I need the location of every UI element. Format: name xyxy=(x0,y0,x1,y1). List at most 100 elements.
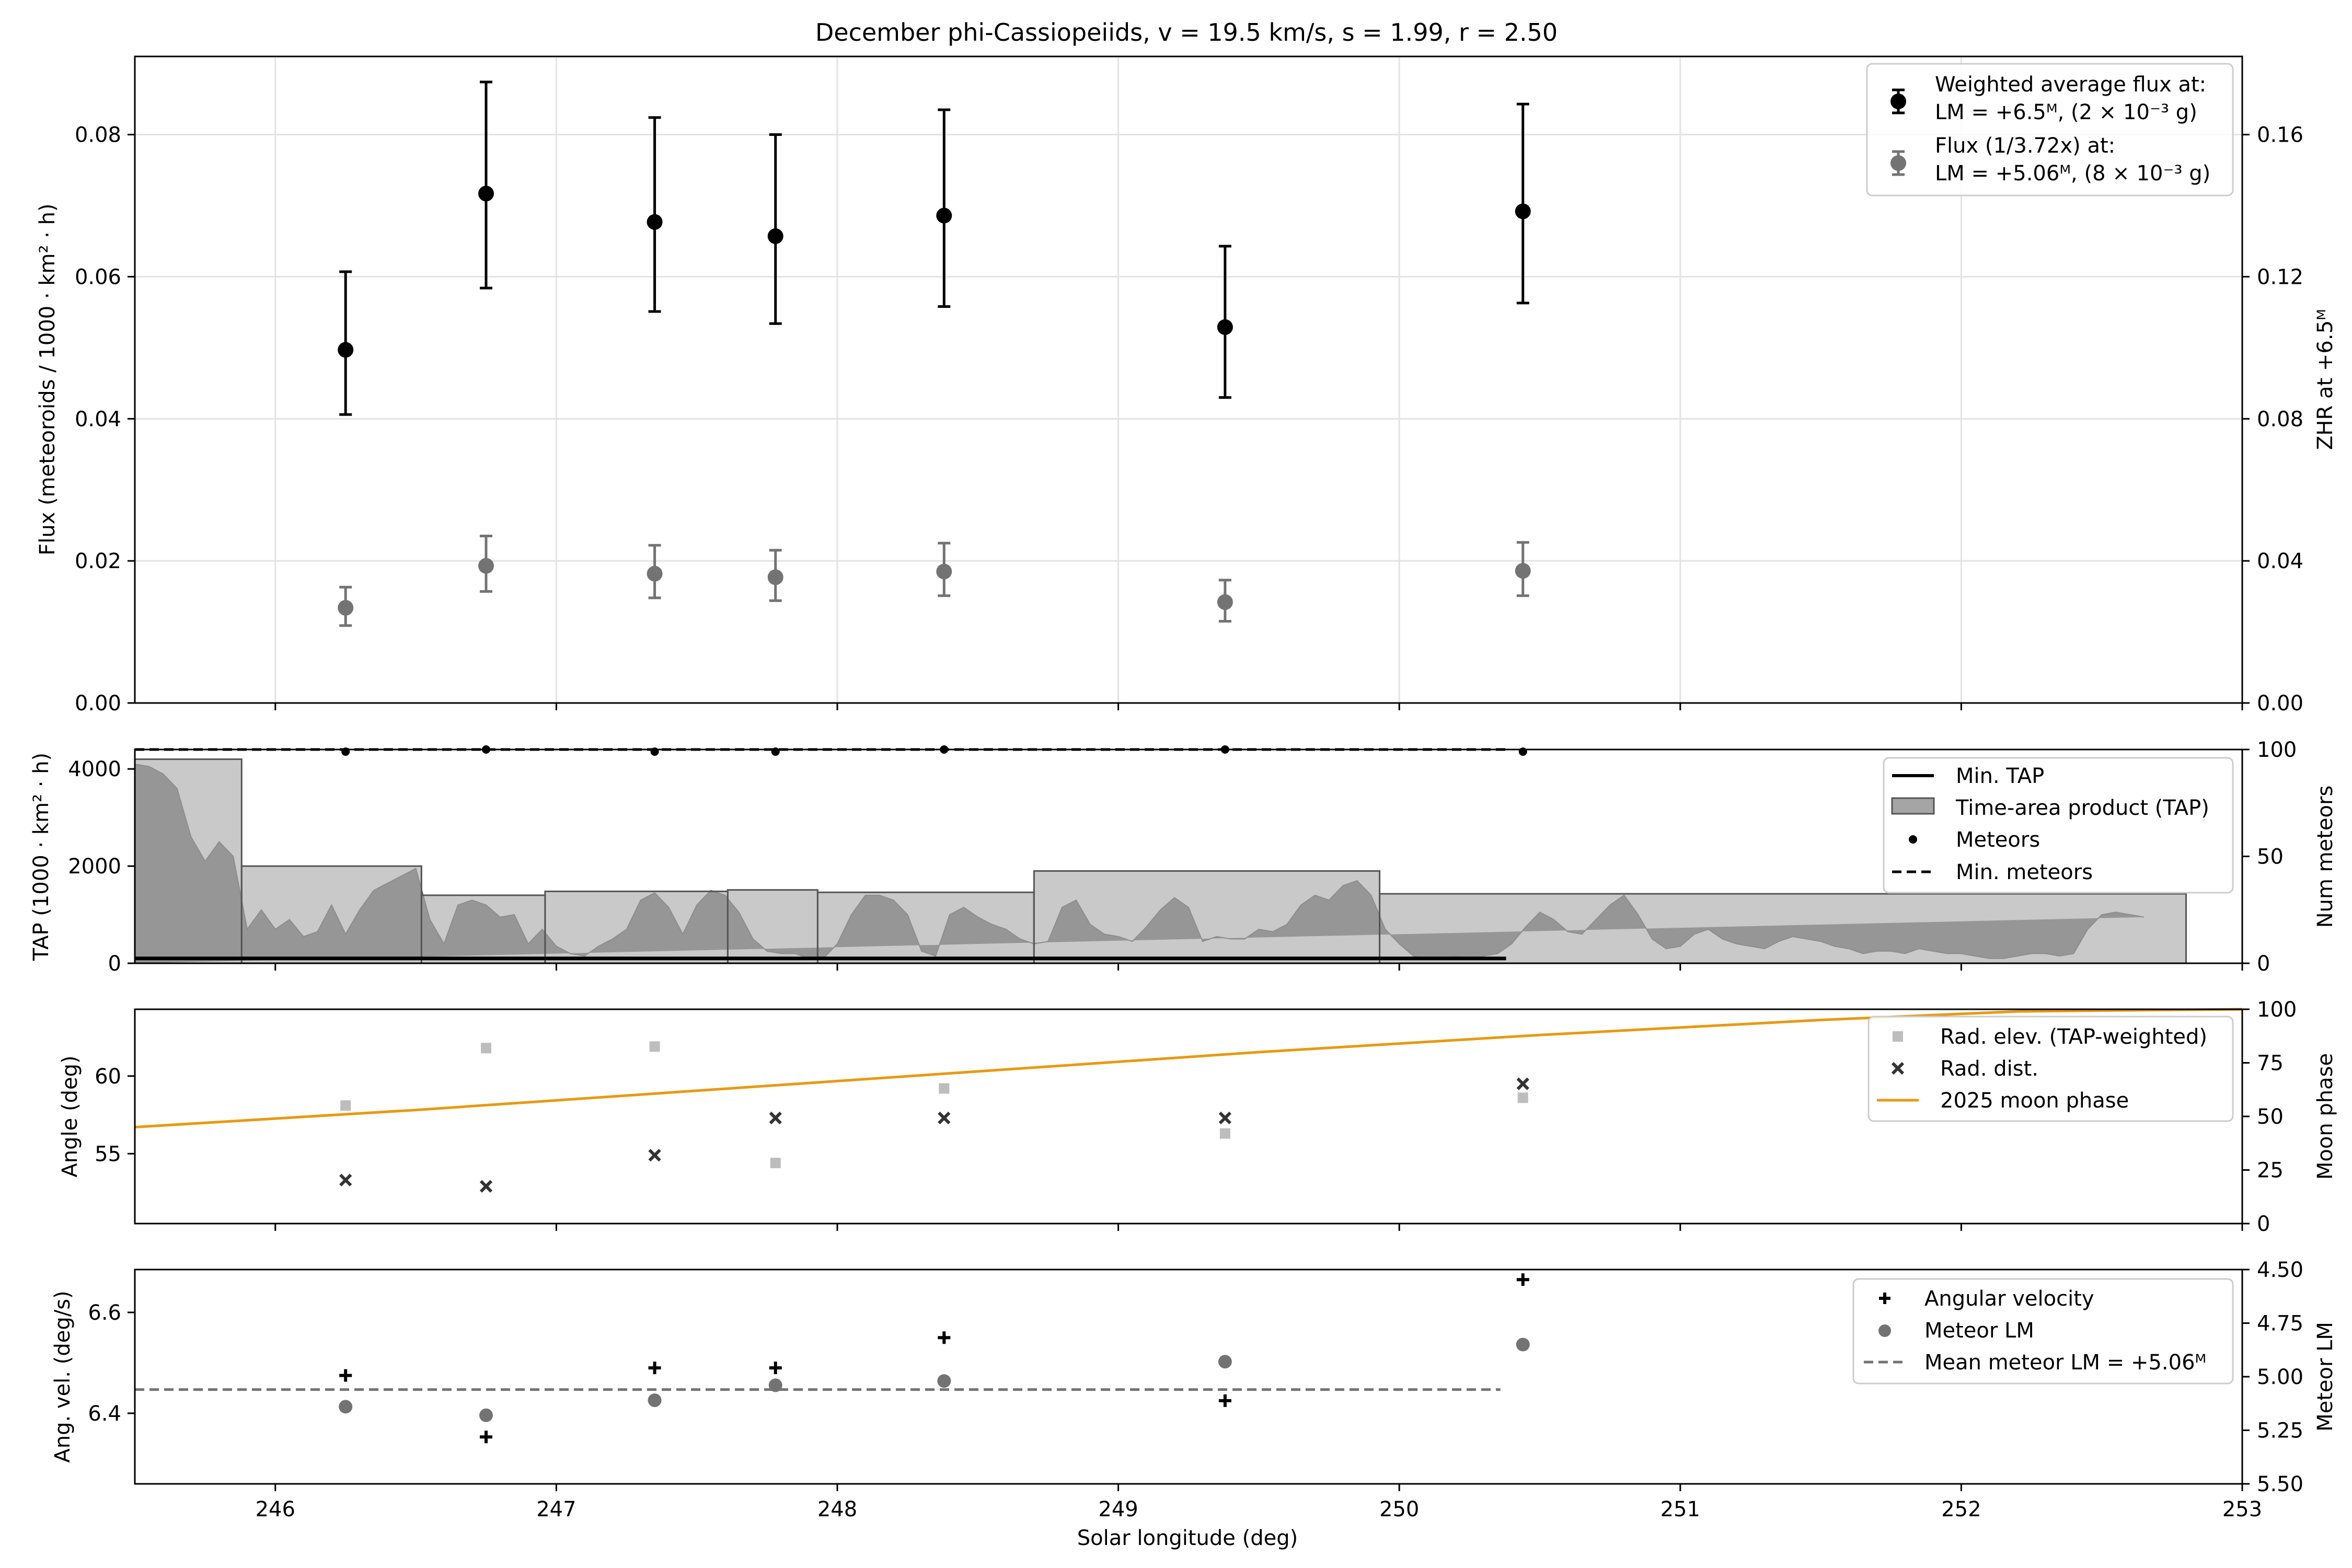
meteors-y2-tick-label: 0 xyxy=(2257,952,2270,976)
zhr-y2-tick-label: 0.16 xyxy=(2257,123,2303,147)
tap-bin xyxy=(727,889,818,964)
zhr-y2-tick-label: 0.12 xyxy=(2257,265,2303,289)
meteor-lm-point xyxy=(339,1400,353,1414)
legend-min-meteors: Min. meteors xyxy=(1956,860,2093,884)
angle-y-tick-label: 60 xyxy=(95,1065,121,1089)
radiant-distance-point xyxy=(479,1180,493,1193)
flux-y-tick-label: 0.04 xyxy=(75,407,121,431)
chart-title: December phi-Cassiopeiids, v = 19.5 km/s… xyxy=(815,18,1558,47)
tap-bin xyxy=(816,891,1035,964)
radiant-elevation-point xyxy=(649,1041,660,1052)
radiant-distance-point xyxy=(1516,1077,1529,1090)
tap-panel: 0 2000 4000 0 50 100 TAP (1000 · km² · h) Nu… xyxy=(29,738,2337,976)
legend-tap: Time-area product (TAP) xyxy=(1955,796,2209,820)
flux-point xyxy=(1515,203,1531,220)
radiant-elevation-point xyxy=(481,1043,491,1054)
scaled-flux-point xyxy=(767,569,783,585)
legend-meteors: Meteors xyxy=(1956,828,2040,852)
zhr-y2-tick-label: 0.04 xyxy=(2257,549,2303,573)
scaled-flux-point xyxy=(478,558,494,574)
meteor-count-point xyxy=(771,747,780,756)
velocity-y-tick-label: 6.6 xyxy=(88,1301,121,1325)
meteor-lm-point xyxy=(1516,1338,1530,1352)
tap-legend: Min. TAP Time-area product (TAP) Meteors… xyxy=(1883,757,2234,894)
x-tick-label: 248 xyxy=(817,1497,857,1521)
flux-point xyxy=(647,214,663,230)
tap-y-tick-label: 2000 xyxy=(68,855,121,879)
flux-y-tick-label: 0.06 xyxy=(75,265,121,289)
legend-meteor-lm: Meteor LM xyxy=(1924,1319,2034,1343)
tap-y-tick-label: 4000 xyxy=(68,757,121,781)
angular-velocity-point xyxy=(1218,1394,1231,1407)
legend-angular-velocity: Angular velocity xyxy=(1924,1287,2094,1311)
angular-velocity-points xyxy=(339,1273,1529,1444)
legend-weighted-flux-line1: Weighted average flux at: xyxy=(1935,73,2206,97)
legend-weighted-flux-line2: LM = +6.5ᴹ, (2 × 10⁻³ g) xyxy=(1935,100,2197,124)
radiant-elevation-points xyxy=(340,1041,1528,1169)
angular-velocity-point xyxy=(339,1369,352,1382)
lm-y2-tick-label: 4.75 xyxy=(2257,1312,2303,1336)
velocity-legend-box xyxy=(1852,1278,2234,1385)
tap-bin xyxy=(134,758,243,964)
legend-weighted-flux-marker xyxy=(1890,88,1906,114)
meteor-lm-point xyxy=(768,1378,782,1392)
x-axis-label: Solar longitude (deg) xyxy=(1077,1526,1298,1550)
angular-velocity-point xyxy=(938,1331,951,1344)
radiant-elevation-point xyxy=(939,1083,950,1094)
x-tick-label: 252 xyxy=(1941,1497,1981,1521)
zhr-y2-tick-label: 0.08 xyxy=(2257,407,2303,431)
meteors-y2-tick-label: 50 xyxy=(2257,845,2284,869)
lm-y2-tick-label: 5.00 xyxy=(2257,1365,2303,1389)
angular-velocity-point xyxy=(1516,1273,1529,1286)
angle-y-tick-label: 55 xyxy=(95,1142,121,1166)
legend-rad-dist-swatch xyxy=(1891,1062,1905,1075)
meteor-lm-points xyxy=(339,1338,1530,1422)
legend-meteor-lm-swatch xyxy=(1878,1324,1891,1337)
x-axis: 246 247 248 249 250 251 252 253 xyxy=(256,703,2262,1521)
moon-y2-tick-label: 75 xyxy=(2257,1052,2284,1076)
moon-phase-line xyxy=(134,1008,2243,1128)
velocity-panel: 6.4 6.6 4.50 4.75 5.00 5.25 5.50 Ang. vel. (d… xyxy=(51,1258,2337,1496)
x-tick-label: 253 xyxy=(2222,1497,2262,1521)
meteors-y2-axis-label: Num meteors xyxy=(2313,786,2337,928)
legend-ang-vel-swatch xyxy=(1879,1293,1890,1304)
scaled-flux-point xyxy=(647,566,663,582)
meteors-y2-tick-label: 100 xyxy=(2257,738,2297,762)
x-tick-label: 246 xyxy=(256,1497,295,1521)
tap-bin xyxy=(1379,893,2187,964)
tap-legend-box xyxy=(1883,757,2234,894)
moon-y2-tick-label: 25 xyxy=(2257,1159,2284,1183)
flux-point xyxy=(478,186,494,202)
flux-point xyxy=(338,342,354,358)
angular-velocity-point xyxy=(648,1362,661,1375)
moon-y2-tick-label: 50 xyxy=(2257,1105,2284,1129)
tap-y-ticks: 0 2000 4000 xyxy=(68,757,135,976)
tap-bin xyxy=(1033,870,1381,964)
moon-y2-tick-label: 100 xyxy=(2257,998,2297,1022)
angle-panel: 55 60 0 25 50 75 100 Angle (deg) Moon phase R… xyxy=(58,998,2337,1236)
meteor-lm-point xyxy=(648,1393,662,1408)
zhr-y2-ticks: 0.00 0.04 0.08 0.12 0.16 xyxy=(2242,123,2303,716)
radiant-elevation-point xyxy=(340,1100,351,1111)
x-tick-label: 249 xyxy=(1098,1497,1138,1521)
flux-y-tick-label: 0.02 xyxy=(75,549,121,573)
legend-tap-swatch xyxy=(1891,797,1935,815)
legend-rad-elev-swatch xyxy=(1893,1031,1903,1042)
legend-min-tap: Min. TAP xyxy=(1956,764,2044,788)
x-tick-label: 250 xyxy=(1379,1497,1419,1521)
tap-bins xyxy=(134,758,2187,964)
moon-y2-tick-label: 0 xyxy=(2257,1212,2270,1236)
flux-legend: Weighted average flux at: LM = +6.5ᴹ, (2… xyxy=(1866,63,2234,197)
flux-error-bar xyxy=(480,80,492,290)
meteor-lm-point xyxy=(479,1408,493,1422)
flux-y-tick-label: 0.08 xyxy=(75,123,121,147)
angle-legend-box xyxy=(1867,1016,2234,1122)
flux-y-axis-label: Flux (meteoroids / 1000 · km² · h) xyxy=(36,203,60,555)
meteors-y2-ticks: 0 50 100 xyxy=(2242,738,2297,976)
angle-legend: Rad. elev. (TAP-weighted) Rad. dist. 202… xyxy=(1867,1016,2234,1122)
flux-y-ticks: 0.00 0.02 0.04 0.06 0.08 xyxy=(75,123,135,716)
velocity-y-ticks: 6.4 6.6 xyxy=(88,1301,135,1426)
lm-y2-tick-label: 4.50 xyxy=(2257,1258,2303,1282)
scaled-flux-point xyxy=(936,563,952,580)
lm-y2-ticks: 4.50 4.75 5.00 5.25 5.50 xyxy=(2242,1258,2303,1496)
